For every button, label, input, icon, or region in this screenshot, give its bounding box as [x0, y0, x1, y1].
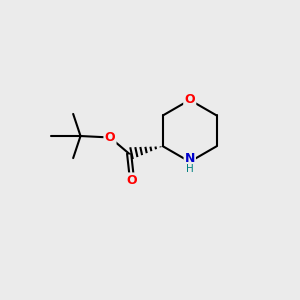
Text: O: O [184, 93, 195, 106]
Text: O: O [105, 131, 115, 144]
Text: O: O [127, 174, 137, 187]
Text: N: N [184, 152, 195, 165]
Text: H: H [186, 164, 194, 174]
